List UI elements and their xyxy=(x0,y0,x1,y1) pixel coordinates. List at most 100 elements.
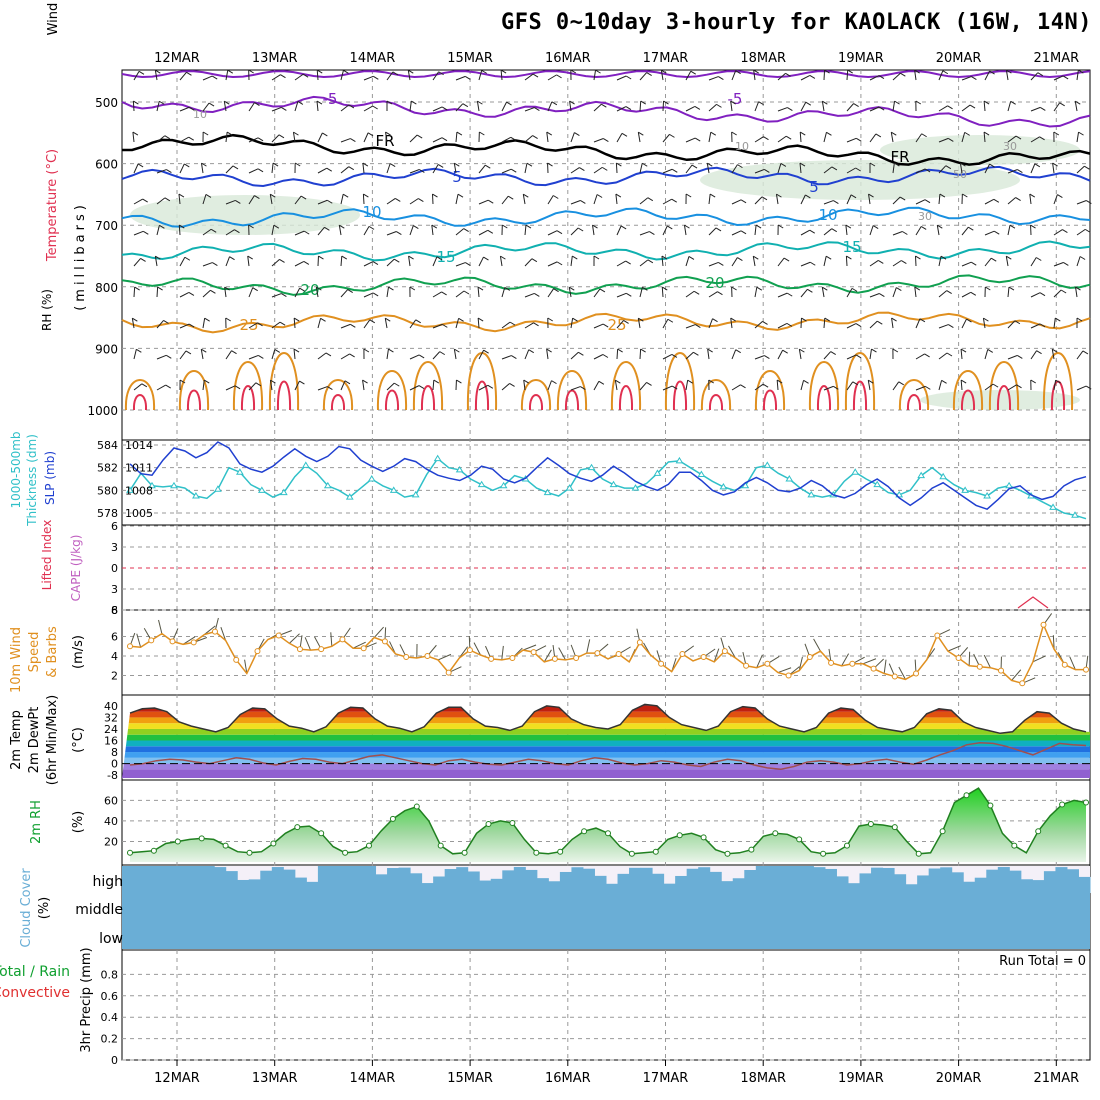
wind-barb-flag xyxy=(894,162,900,167)
wind-barb-flag xyxy=(824,317,831,322)
cloud-high-bar xyxy=(467,871,480,893)
wind-barb xyxy=(271,134,280,143)
cloud-high-bar xyxy=(444,869,457,893)
contour-label: 25 xyxy=(239,316,258,334)
wind-barb xyxy=(455,194,459,205)
wind-barb xyxy=(455,103,464,112)
wind-barb xyxy=(225,70,229,81)
thickness-line-marker xyxy=(126,486,134,493)
wind-barb xyxy=(1007,101,1012,112)
cloud-high-bar xyxy=(698,867,711,893)
wind-barb xyxy=(317,318,322,329)
wind-barb-flag xyxy=(693,290,700,295)
wind-barb-flag xyxy=(257,322,263,327)
wind-barb-flag xyxy=(483,349,489,354)
cloud-high-bar xyxy=(582,868,595,893)
wind-barb xyxy=(386,197,396,205)
precip-ylabel-a: Total / Rain xyxy=(0,964,70,980)
wind-barb-flag xyxy=(615,379,621,384)
rh-line-marker xyxy=(581,828,588,835)
wind-barb xyxy=(570,227,579,236)
surface-wind-barb xyxy=(288,633,300,644)
wind-barb-flag xyxy=(479,131,485,136)
wind-barb-flag xyxy=(891,131,897,136)
wind-barb-flag xyxy=(373,75,379,80)
wind-barb xyxy=(386,258,395,267)
wind-barb-flag xyxy=(785,72,791,77)
cloud-high-bar xyxy=(306,881,319,893)
wind-barb xyxy=(823,228,833,236)
wind-barb xyxy=(984,70,991,81)
wind-barb-flag xyxy=(316,286,322,291)
wind-barb xyxy=(685,380,689,391)
wind-barb xyxy=(225,165,234,174)
wind-barb-flag xyxy=(226,131,233,136)
rh-line-marker xyxy=(867,821,874,828)
wind-barb xyxy=(386,382,395,391)
wind-barb xyxy=(1053,229,1063,236)
wind-speed-line-marker xyxy=(211,628,218,635)
wind-barb xyxy=(685,164,693,174)
thickness-line-marker xyxy=(1049,503,1057,510)
wind-tick: 6 xyxy=(111,631,118,644)
wind-barb-flag xyxy=(947,105,953,110)
wind-barb xyxy=(1053,318,1056,329)
wind-barb xyxy=(501,383,510,391)
wind-barb xyxy=(547,288,555,298)
cloud-high-bar xyxy=(974,877,987,893)
wind-barb xyxy=(409,101,412,112)
surface-wind-barb xyxy=(543,649,552,663)
wind-barb-flag xyxy=(303,230,310,235)
date-label-bottom: 16MAR xyxy=(545,1071,591,1086)
wind-barb xyxy=(892,231,903,236)
rh-line-marker xyxy=(389,815,396,822)
contour-label: 30 xyxy=(918,210,932,223)
wind-barb xyxy=(1030,163,1036,174)
surface-wind-barb xyxy=(713,648,720,663)
wind-barb xyxy=(593,70,597,81)
wind-barb xyxy=(225,256,231,267)
wind-barb xyxy=(316,69,319,81)
rh-line-marker xyxy=(796,836,803,843)
wind-barb xyxy=(248,287,254,298)
wind-barb xyxy=(179,72,187,81)
date-label-top: 18MAR xyxy=(740,51,786,66)
thickness-line-marker xyxy=(477,480,486,488)
wind-barb-flag xyxy=(1059,102,1065,107)
rh-line-marker xyxy=(1035,828,1042,835)
wind-barb xyxy=(340,380,346,391)
wind-barb xyxy=(799,163,802,174)
rh-line-marker xyxy=(987,802,994,809)
date-label-top: 19MAR xyxy=(838,51,884,66)
wind-barb xyxy=(455,290,465,298)
wind-barb xyxy=(800,74,811,81)
rh-ylabel-b: (%) xyxy=(71,811,86,834)
cloud-high-bar xyxy=(940,867,953,893)
wind-barb-flag xyxy=(712,318,718,323)
cloud-high-bar xyxy=(836,876,849,893)
cloud-high-bar xyxy=(686,868,699,893)
wind-barb-flag xyxy=(433,379,440,384)
wind-barb xyxy=(823,132,827,143)
wind-barb-flag xyxy=(509,383,515,387)
wind-barb-flag xyxy=(617,348,623,353)
wind-barb xyxy=(409,354,420,360)
wind-barb xyxy=(317,167,327,174)
wind-barb-flag xyxy=(441,291,447,296)
cloud-high-bar xyxy=(606,883,619,893)
wind-barb-flag xyxy=(753,255,759,260)
wind-barb-flag xyxy=(878,75,885,79)
wind-barb xyxy=(593,194,598,205)
wind-barb xyxy=(662,168,673,174)
wind-barb-flag xyxy=(625,75,632,80)
wind-speed-line-marker xyxy=(466,647,473,654)
wind-barb-flag xyxy=(188,323,195,328)
wind-barb xyxy=(661,256,664,267)
wind-barb-flag xyxy=(735,70,741,75)
wind-barb-flag xyxy=(324,226,330,231)
wind-barb-flag xyxy=(970,291,977,296)
wind-barb-flag xyxy=(389,163,396,167)
wind-barb xyxy=(615,162,618,174)
wind-barb xyxy=(202,380,205,391)
wind-barb xyxy=(223,101,227,112)
